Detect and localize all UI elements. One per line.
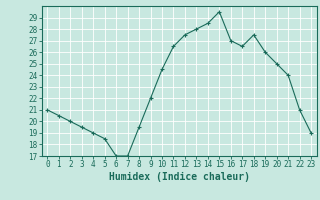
X-axis label: Humidex (Indice chaleur): Humidex (Indice chaleur): [109, 172, 250, 182]
